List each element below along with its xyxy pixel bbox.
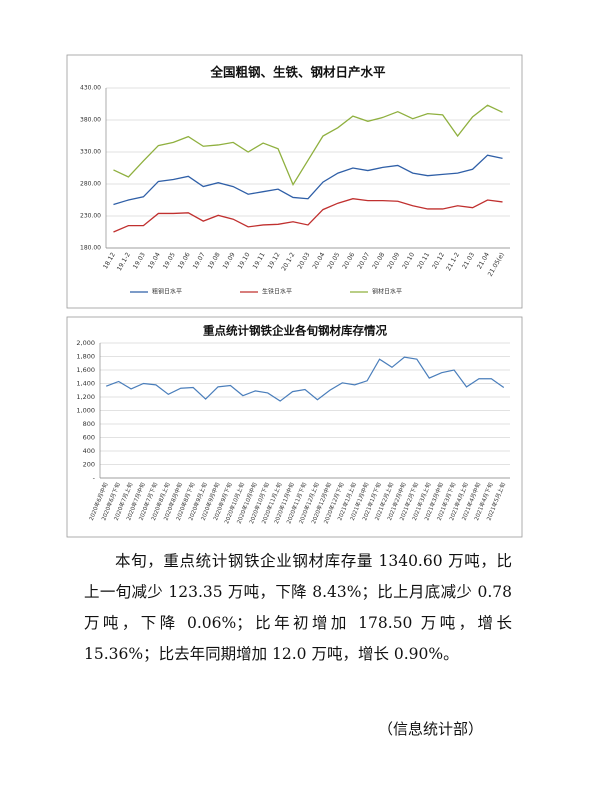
y-tick-label: 2,000: [76, 339, 95, 347]
legend-label: 粗钢日水平: [152, 288, 182, 296]
y-tick-label: -: [93, 474, 96, 482]
paragraph: 本旬，重点统计钢铁企业钢材库存量 1340.60 万吨，比上一旬减少 123.3…: [84, 552, 512, 663]
y-tick-label: 1,400: [76, 380, 95, 388]
legend-label: 生铁日水平: [262, 288, 292, 296]
y-tick-label: 800: [83, 420, 95, 428]
signature: （信息统计部）: [378, 720, 484, 738]
y-tick-label: 230.00: [80, 213, 101, 220]
y-tick-label: 430.00: [80, 85, 101, 92]
y-tick-label: 600: [83, 434, 95, 442]
chart-title: 重点统计钢铁企业各旬钢材库存情况: [203, 324, 387, 338]
chart-frame: [66, 316, 523, 538]
y-tick-label: 380.00: [80, 117, 101, 124]
y-tick-label: 1,600: [76, 366, 95, 374]
y-tick-label: 1,000: [76, 407, 95, 415]
data-line: [113, 198, 503, 233]
y-tick-label: 280.00: [80, 181, 101, 188]
y-tick-label: 400: [83, 447, 95, 455]
chart-title: 全国粗钢、生铁、钢材日产水平: [209, 65, 386, 80]
y-tick-label: 330.00: [80, 149, 101, 156]
data-line: [113, 154, 503, 206]
y-tick-label: 1,200: [76, 393, 95, 401]
legend-label: 钢材日水平: [372, 288, 402, 296]
y-tick-label: 200: [83, 461, 95, 469]
y-tick-label: 180.00: [80, 245, 101, 252]
data-line: [105, 356, 505, 402]
data-line: [113, 104, 503, 187]
charts: 全国粗钢、生铁、钢材日产水平 180.00 230.00 280.00 330.00 38…: [66, 54, 523, 538]
y-tick-label: 1,800: [76, 353, 95, 361]
